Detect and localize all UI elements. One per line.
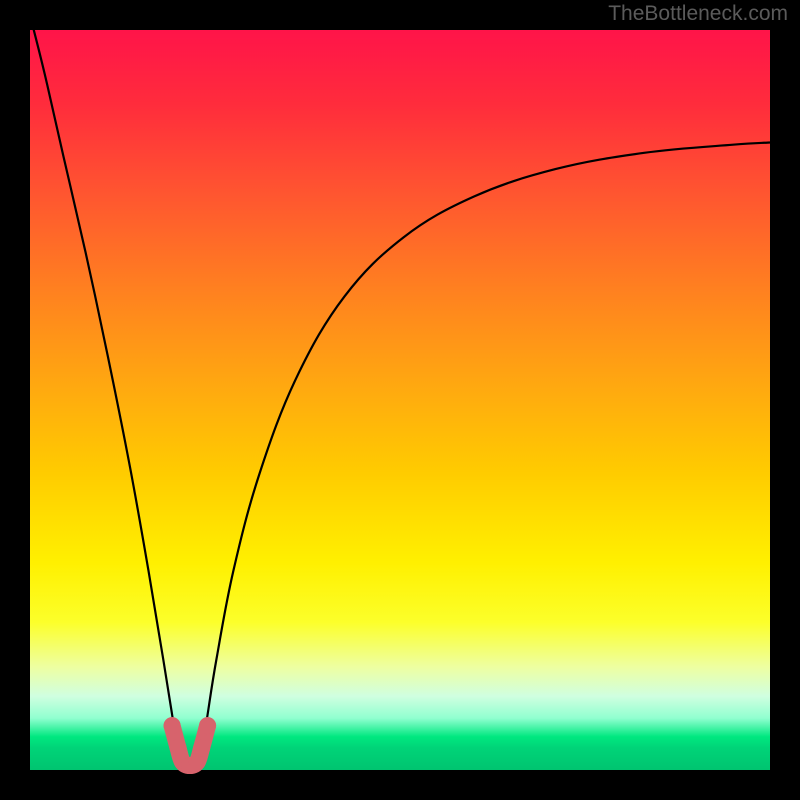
bottleneck-chart <box>0 0 800 800</box>
notch-dot <box>199 717 216 734</box>
notch-dot <box>164 717 181 734</box>
plot-background <box>30 30 770 770</box>
attribution-label: TheBottleneck.com <box>608 2 788 26</box>
notch-dot <box>193 739 210 756</box>
chart-container: TheBottleneck.com <box>0 0 800 800</box>
